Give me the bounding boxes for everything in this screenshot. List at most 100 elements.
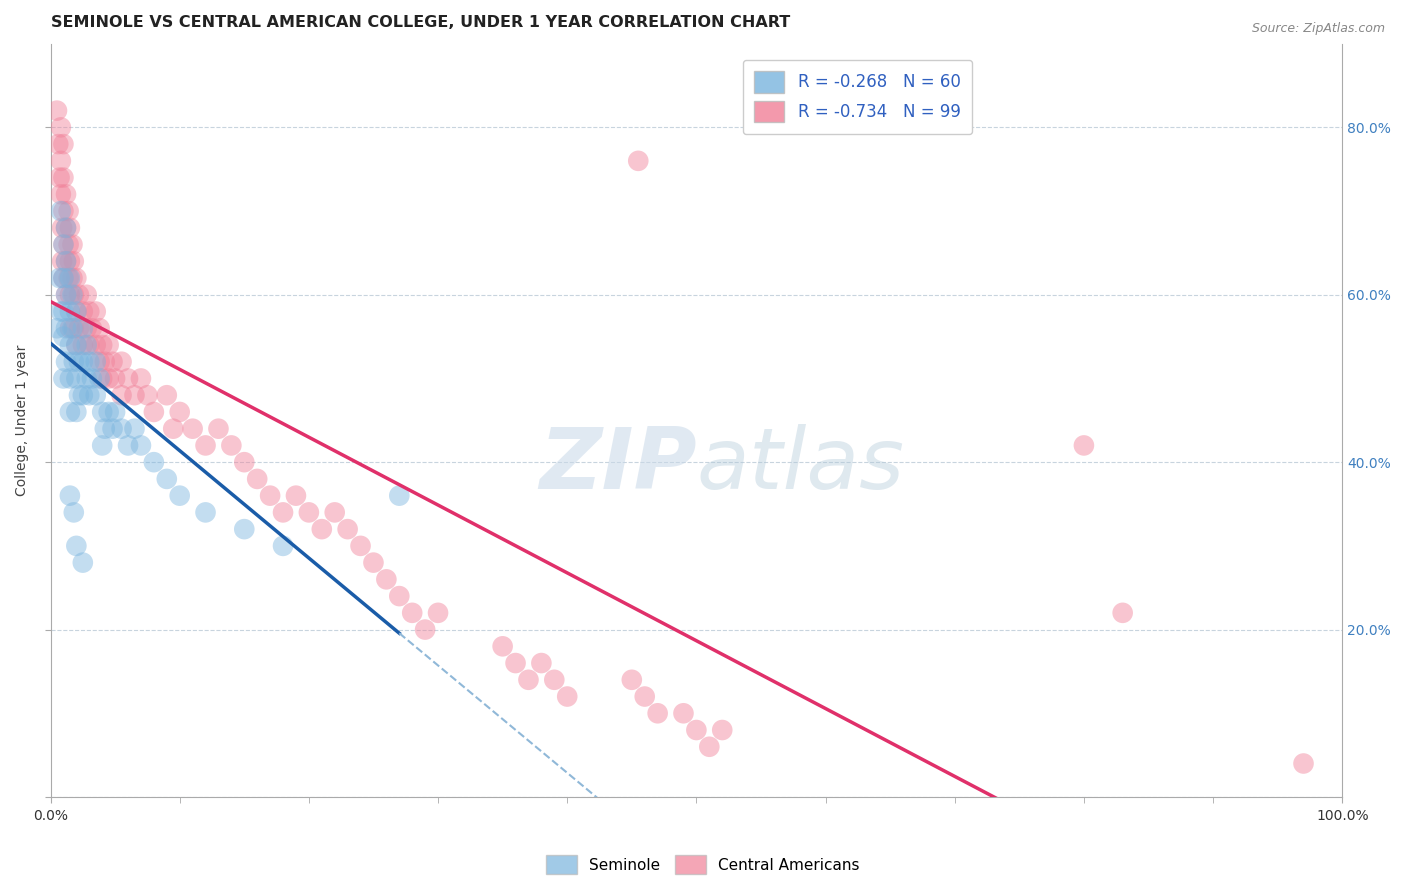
Point xyxy=(49,187,72,202)
Point xyxy=(67,388,90,402)
Point xyxy=(59,304,82,318)
Point xyxy=(46,103,69,118)
Point xyxy=(110,422,132,436)
Point xyxy=(52,271,75,285)
Point xyxy=(55,220,77,235)
Point xyxy=(117,438,139,452)
Point xyxy=(110,355,132,369)
Point xyxy=(505,656,527,670)
Point xyxy=(55,287,77,301)
Point xyxy=(84,338,107,352)
Point xyxy=(89,355,111,369)
Point xyxy=(72,556,94,570)
Point xyxy=(72,304,94,318)
Point xyxy=(129,371,152,385)
Point xyxy=(233,522,256,536)
Point xyxy=(129,438,152,452)
Point xyxy=(1111,606,1133,620)
Point xyxy=(72,338,94,352)
Point xyxy=(169,405,191,419)
Point xyxy=(59,338,82,352)
Point xyxy=(72,321,94,335)
Point xyxy=(246,472,269,486)
Point xyxy=(89,321,111,335)
Point xyxy=(259,489,281,503)
Text: atlas: atlas xyxy=(696,424,904,507)
Point xyxy=(104,371,127,385)
Point xyxy=(104,405,127,419)
Point xyxy=(136,388,159,402)
Point xyxy=(91,438,114,452)
Point xyxy=(67,355,90,369)
Point xyxy=(55,254,77,268)
Point xyxy=(59,321,82,335)
Point xyxy=(55,287,77,301)
Point xyxy=(51,220,73,235)
Point xyxy=(101,355,124,369)
Point xyxy=(67,287,90,301)
Point xyxy=(697,739,720,754)
Point xyxy=(142,455,165,469)
Point xyxy=(156,388,179,402)
Point xyxy=(124,422,146,436)
Point xyxy=(72,355,94,369)
Point xyxy=(91,405,114,419)
Point xyxy=(62,237,84,252)
Point xyxy=(55,321,77,335)
Point xyxy=(58,204,80,219)
Point xyxy=(221,438,243,452)
Point xyxy=(349,539,371,553)
Point xyxy=(65,304,87,318)
Text: Source: ZipAtlas.com: Source: ZipAtlas.com xyxy=(1251,22,1385,36)
Point xyxy=(84,304,107,318)
Point xyxy=(194,505,217,519)
Point xyxy=(59,371,82,385)
Point xyxy=(94,422,117,436)
Point xyxy=(59,254,82,268)
Point xyxy=(62,271,84,285)
Point xyxy=(101,422,124,436)
Point xyxy=(65,539,87,553)
Point xyxy=(49,120,72,135)
Point xyxy=(336,522,359,536)
Point xyxy=(89,371,111,385)
Point xyxy=(80,321,103,335)
Point xyxy=(65,371,87,385)
Point xyxy=(1292,756,1315,771)
Y-axis label: College, Under 1 year: College, Under 1 year xyxy=(15,344,30,496)
Point xyxy=(46,321,69,335)
Point xyxy=(80,371,103,385)
Point xyxy=(59,405,82,419)
Point xyxy=(91,371,114,385)
Point xyxy=(427,606,450,620)
Point xyxy=(62,505,84,519)
Point xyxy=(142,405,165,419)
Point xyxy=(55,355,77,369)
Point xyxy=(413,623,436,637)
Point xyxy=(58,237,80,252)
Point xyxy=(84,388,107,402)
Point xyxy=(298,505,321,519)
Point xyxy=(124,388,146,402)
Point xyxy=(162,422,184,436)
Point xyxy=(194,438,217,452)
Point xyxy=(49,153,72,168)
Point xyxy=(72,388,94,402)
Point xyxy=(46,137,69,152)
Point xyxy=(76,287,98,301)
Point xyxy=(401,606,423,620)
Point xyxy=(685,723,707,737)
Point xyxy=(52,237,75,252)
Text: SEMINOLE VS CENTRAL AMERICAN COLLEGE, UNDER 1 YEAR CORRELATION CHART: SEMINOLE VS CENTRAL AMERICAN COLLEGE, UN… xyxy=(51,15,790,30)
Point xyxy=(375,573,398,587)
Point xyxy=(55,187,77,202)
Point xyxy=(110,388,132,402)
Point xyxy=(52,237,75,252)
Point xyxy=(52,271,75,285)
Point xyxy=(65,304,87,318)
Point xyxy=(91,338,114,352)
Point xyxy=(491,640,513,654)
Point xyxy=(76,338,98,352)
Point xyxy=(52,329,75,343)
Point xyxy=(59,271,82,285)
